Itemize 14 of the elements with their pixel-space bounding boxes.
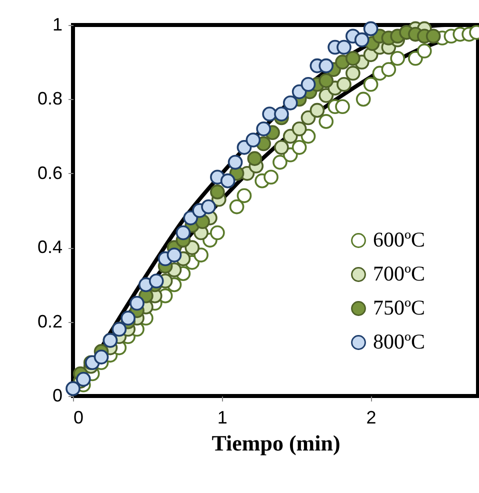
y-tick-label: 1: [52, 14, 62, 34]
x-tick-label: 0: [74, 408, 84, 428]
y-tick-label: 0.6: [37, 162, 62, 183]
legend-label: 600ºC: [373, 228, 426, 252]
y-tick-label: 0: [52, 386, 62, 406]
y-tick-label: 0.4: [37, 237, 62, 258]
legend-label: 750ºC: [373, 296, 426, 320]
y-tick-label: 0.8: [37, 88, 62, 109]
x-axis-title: Tiempo (min): [212, 430, 340, 456]
y-tick-label: 0.2: [37, 311, 62, 332]
legend-label: 800ºC: [373, 330, 426, 354]
x-tick-label: 1: [217, 408, 228, 428]
x-tick-label: 2: [366, 408, 376, 428]
legend-label: 700ºC: [373, 262, 426, 286]
